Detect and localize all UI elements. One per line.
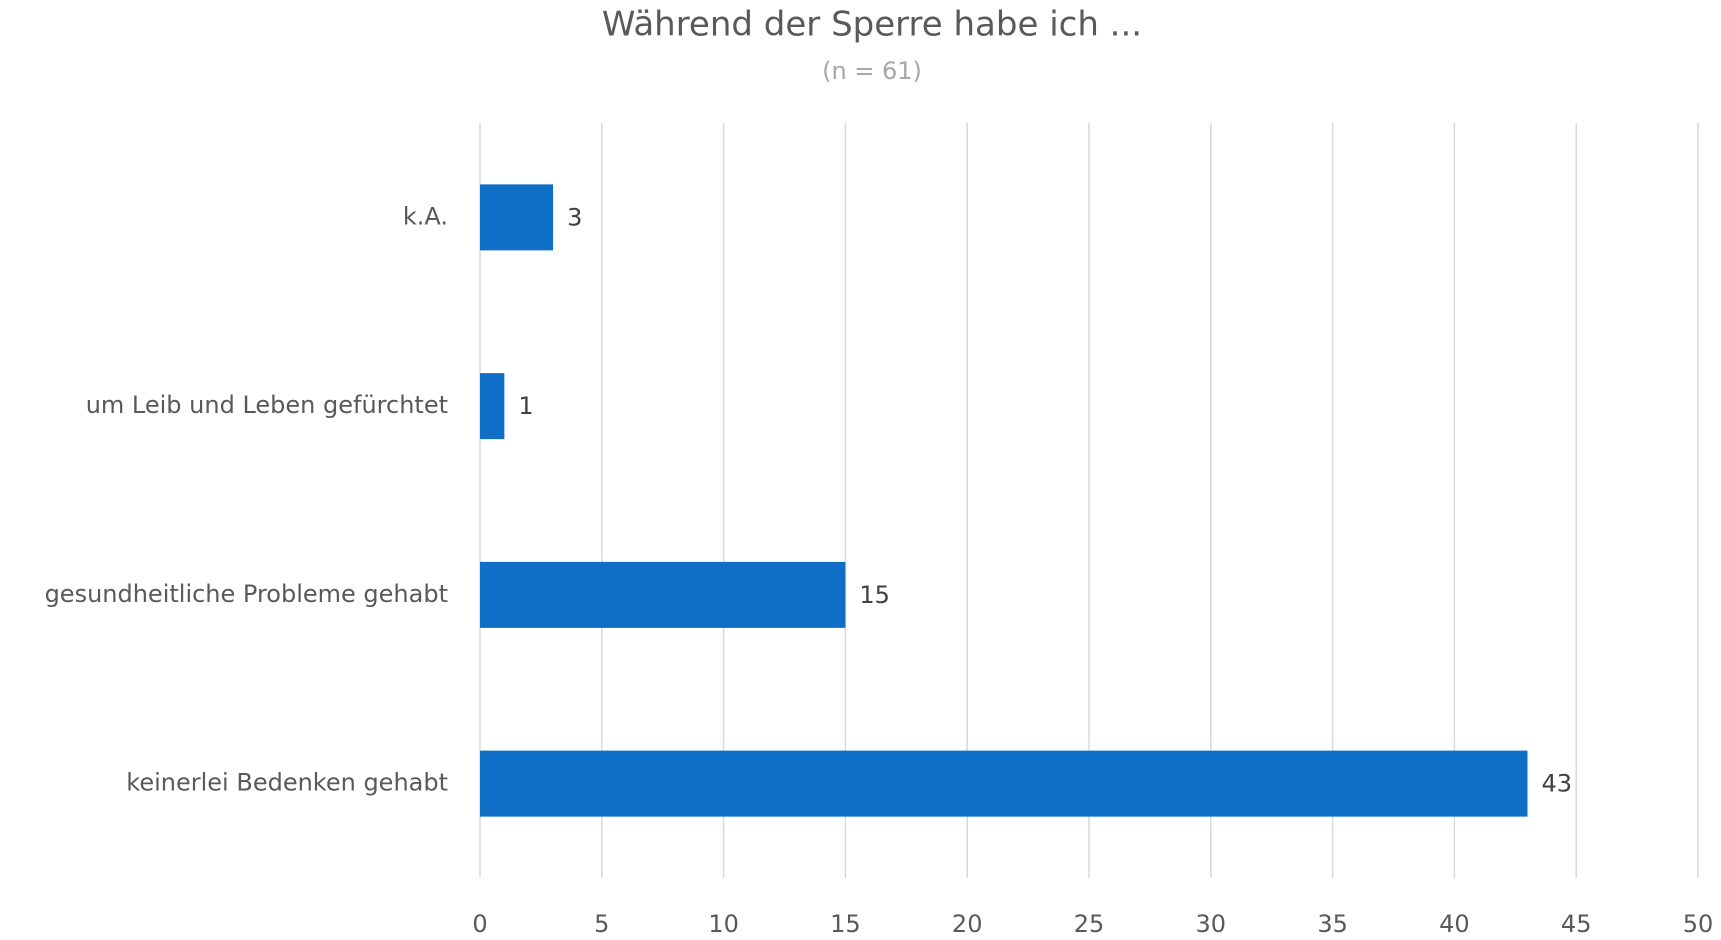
value-label: 15 — [859, 581, 890, 609]
x-tick-label: 50 — [1683, 910, 1714, 938]
x-tick-label: 20 — [952, 910, 983, 938]
bar — [480, 184, 554, 251]
x-tick-label: 15 — [830, 910, 861, 938]
y-tick-label: k.A. — [403, 202, 448, 230]
x-tick-label: 0 — [472, 910, 487, 938]
x-tick-label: 30 — [1196, 910, 1227, 938]
value-label: 43 — [1541, 770, 1572, 798]
x-tick-label: 25 — [1074, 910, 1105, 938]
value-label: 3 — [567, 203, 582, 231]
y-tick-label: um Leib und Leben gefürchtet — [86, 391, 448, 419]
x-tick-label: 45 — [1561, 910, 1592, 938]
chart-subtitle: (n = 61) — [822, 57, 922, 85]
chart-title: Während der Sperre habe ich ... — [602, 5, 1142, 45]
value-label: 1 — [518, 392, 533, 420]
bar — [480, 561, 846, 628]
y-tick-label: keinerlei Bedenken gehabt — [126, 769, 448, 797]
y-tick-label: gesundheitliche Probleme gehabt — [45, 580, 448, 608]
bar — [480, 750, 1528, 817]
x-tick-label: 35 — [1317, 910, 1348, 938]
x-tick-label: 40 — [1439, 910, 1470, 938]
bar — [480, 373, 505, 440]
x-tick-label: 10 — [708, 910, 739, 938]
x-tick-label: 5 — [594, 910, 609, 938]
